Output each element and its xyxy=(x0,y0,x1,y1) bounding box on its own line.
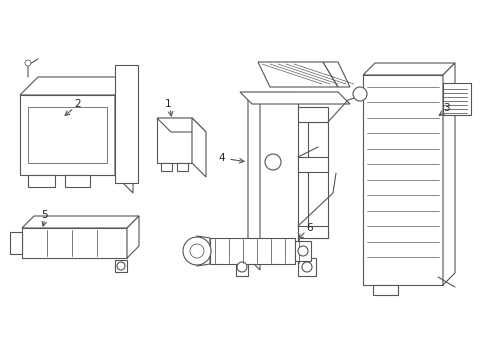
Circle shape xyxy=(237,262,246,272)
Polygon shape xyxy=(65,175,90,187)
Polygon shape xyxy=(297,258,315,276)
Polygon shape xyxy=(442,83,470,115)
Polygon shape xyxy=(362,75,442,285)
Polygon shape xyxy=(297,107,327,122)
Polygon shape xyxy=(442,63,454,285)
Polygon shape xyxy=(28,175,55,187)
Circle shape xyxy=(190,244,203,258)
Polygon shape xyxy=(236,258,247,276)
Circle shape xyxy=(25,60,31,66)
Polygon shape xyxy=(372,285,397,295)
Polygon shape xyxy=(157,118,205,132)
Circle shape xyxy=(297,246,307,256)
Polygon shape xyxy=(157,118,192,163)
Circle shape xyxy=(117,262,125,270)
Circle shape xyxy=(264,154,281,170)
Polygon shape xyxy=(28,107,107,163)
Polygon shape xyxy=(362,63,454,75)
Polygon shape xyxy=(115,65,138,183)
Circle shape xyxy=(352,87,366,101)
Polygon shape xyxy=(297,157,327,172)
Polygon shape xyxy=(115,260,127,272)
Circle shape xyxy=(302,262,311,272)
Polygon shape xyxy=(197,236,209,266)
Polygon shape xyxy=(247,92,297,258)
Polygon shape xyxy=(177,163,187,171)
Polygon shape xyxy=(240,92,349,104)
Text: 2: 2 xyxy=(75,99,81,109)
Polygon shape xyxy=(22,228,127,258)
Polygon shape xyxy=(297,226,327,238)
Polygon shape xyxy=(209,238,294,264)
Polygon shape xyxy=(192,118,205,177)
Polygon shape xyxy=(20,95,115,175)
Text: 3: 3 xyxy=(442,103,448,113)
Polygon shape xyxy=(161,163,172,171)
Polygon shape xyxy=(323,62,349,87)
Text: 5: 5 xyxy=(41,210,48,220)
Polygon shape xyxy=(258,62,337,87)
Polygon shape xyxy=(247,92,260,270)
Polygon shape xyxy=(307,122,327,238)
Polygon shape xyxy=(20,77,133,95)
Polygon shape xyxy=(115,95,133,193)
Text: 6: 6 xyxy=(306,223,313,233)
Circle shape xyxy=(183,237,210,265)
Polygon shape xyxy=(10,232,22,254)
Text: 4: 4 xyxy=(218,153,225,163)
Polygon shape xyxy=(127,216,139,258)
Text: 1: 1 xyxy=(164,99,171,109)
Polygon shape xyxy=(294,241,310,261)
Polygon shape xyxy=(22,216,139,228)
